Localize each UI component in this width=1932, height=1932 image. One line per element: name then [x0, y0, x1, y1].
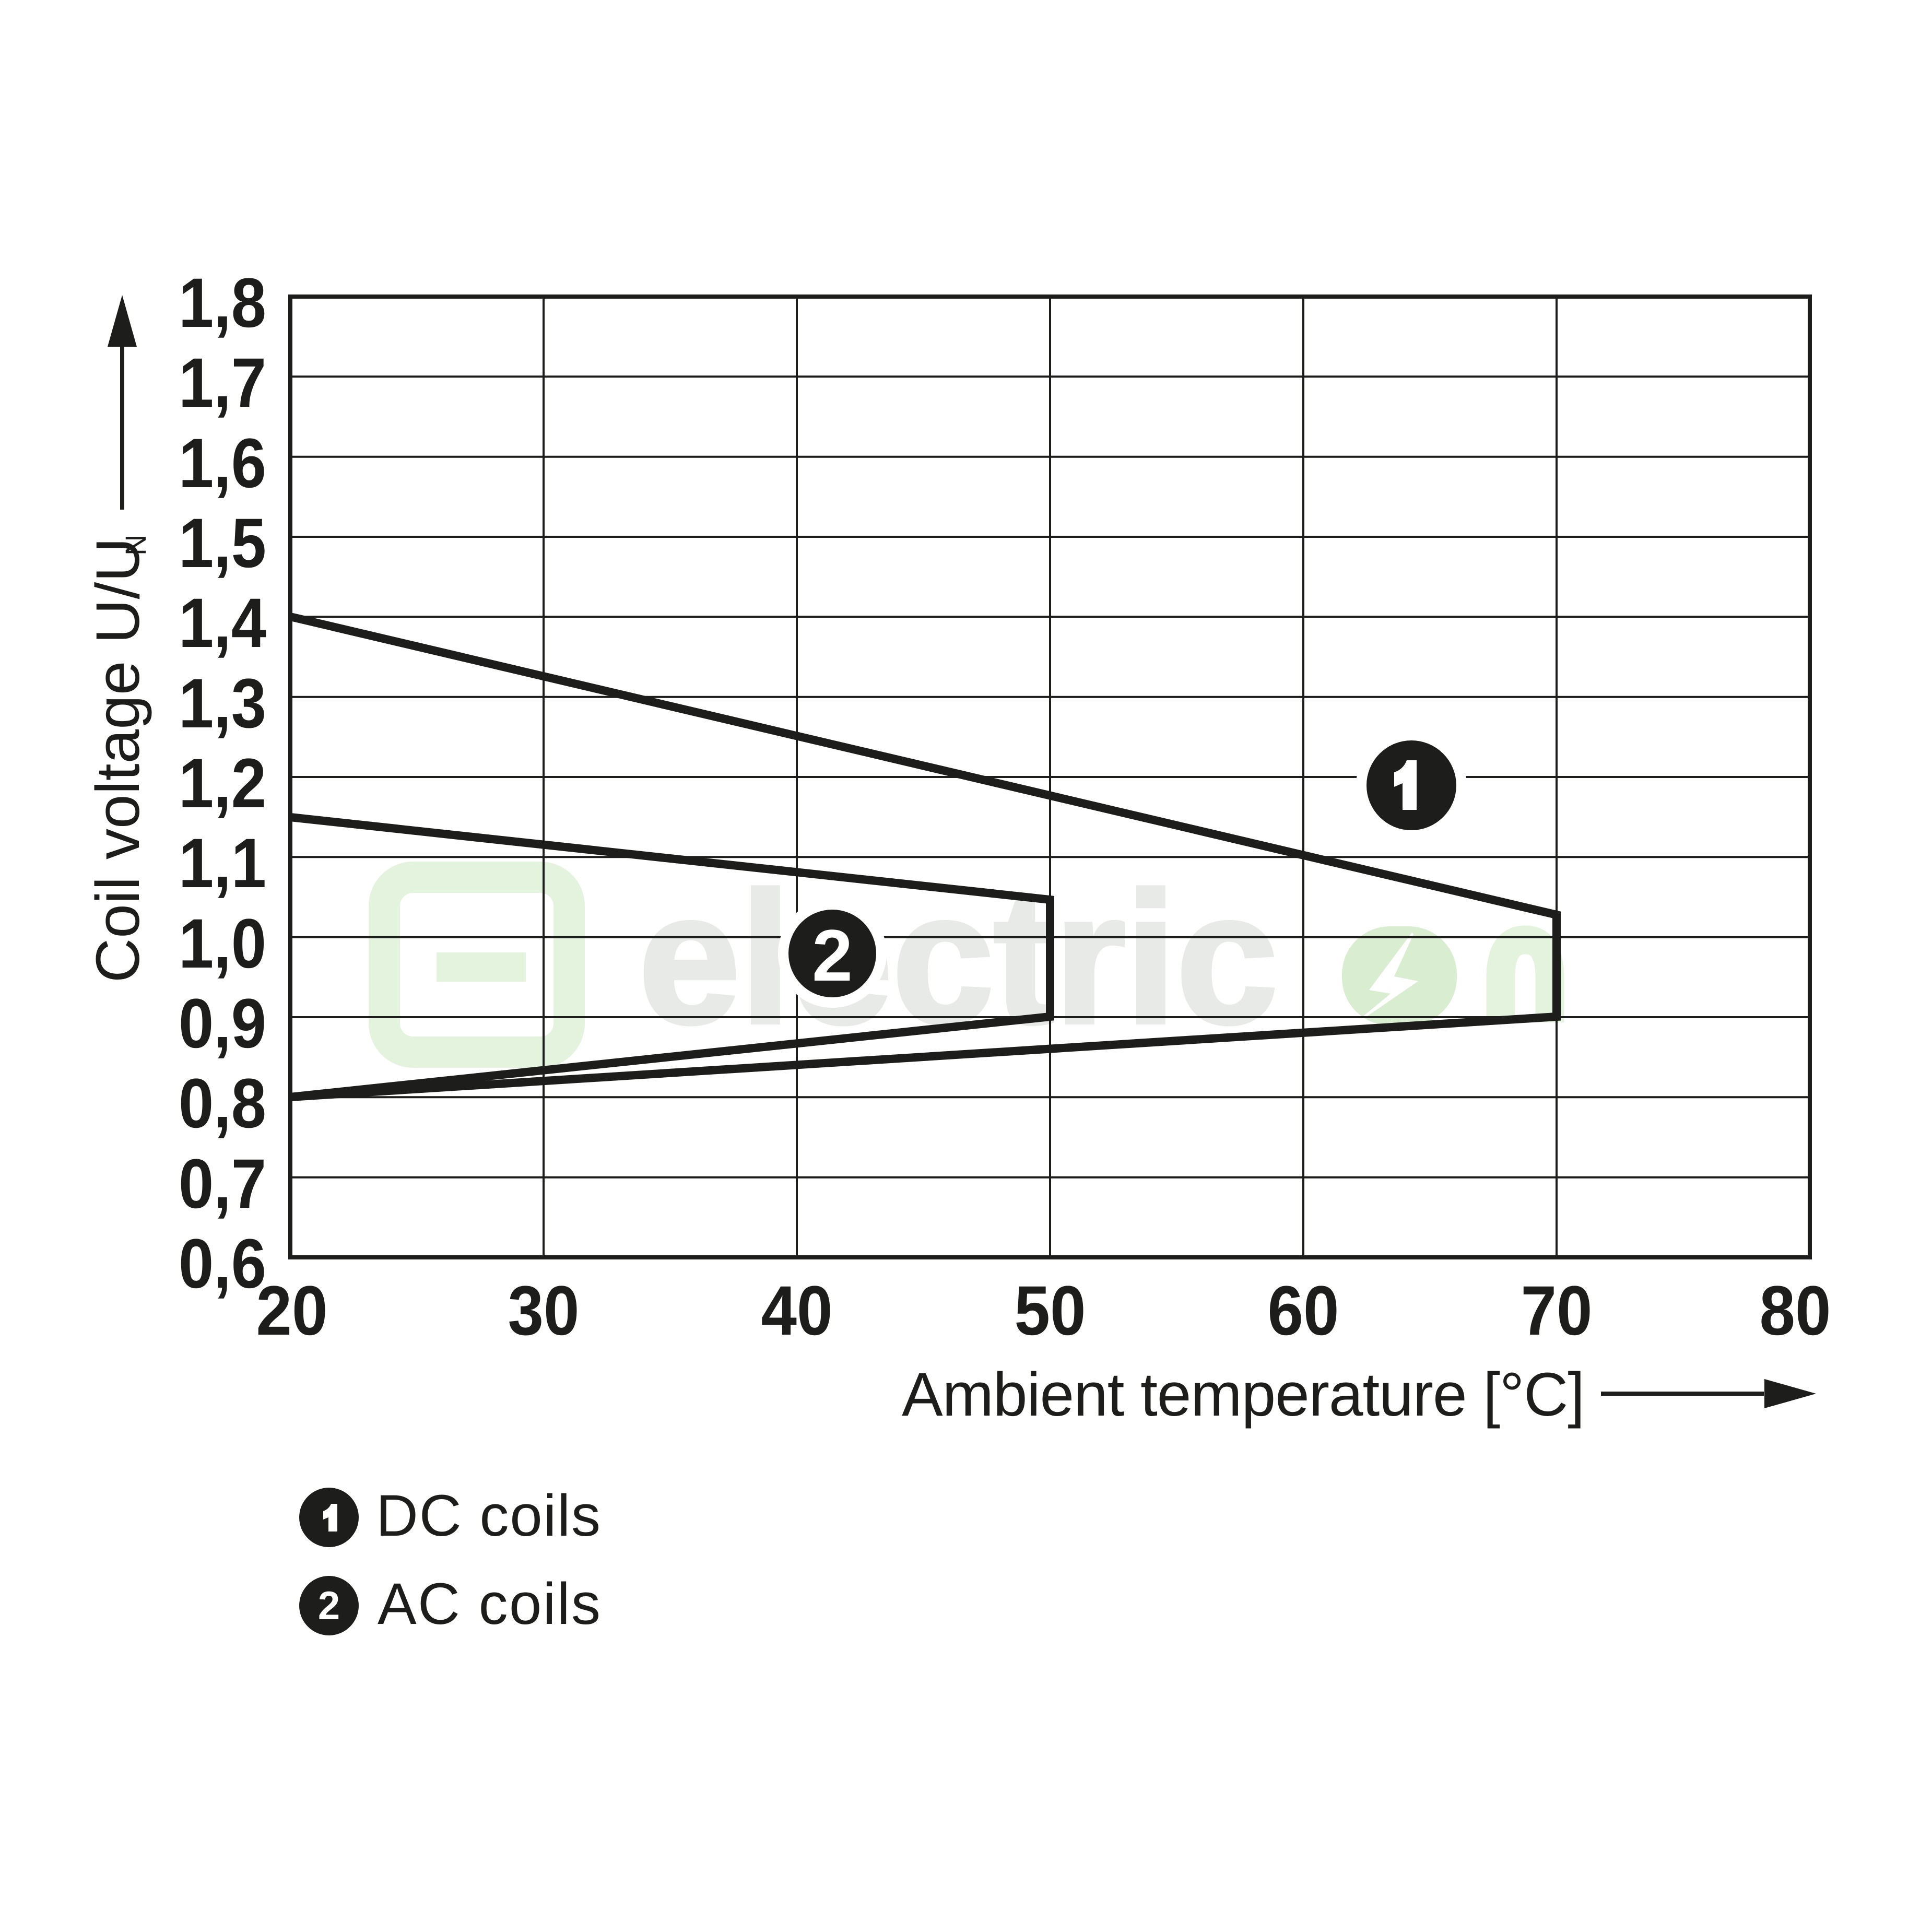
svg-text:60: 60: [1268, 1272, 1339, 1350]
svg-text:0,9: 0,9: [179, 985, 266, 1063]
svg-text:1,0: 1,0: [179, 905, 266, 983]
svg-text:Coil voltage U/U: Coil voltage U/U: [84, 537, 152, 983]
svg-text:20: 20: [256, 1272, 328, 1350]
svg-text:1,3: 1,3: [179, 665, 266, 743]
svg-text:1,2: 1,2: [179, 745, 266, 822]
svg-text:Ambient temperature [°C]: Ambient temperature [°C]: [902, 1360, 1585, 1429]
svg-text:30: 30: [508, 1272, 580, 1350]
svg-text:1,4: 1,4: [179, 584, 266, 662]
svg-text:2: 2: [812, 914, 853, 996]
svg-text:1,1: 1,1: [179, 824, 266, 902]
svg-text:0,7: 0,7: [179, 1145, 266, 1223]
svg-text:70: 70: [1521, 1272, 1593, 1350]
svg-text:N: N: [119, 535, 152, 556]
svg-text:0,6: 0,6: [179, 1225, 266, 1303]
svg-text:40: 40: [761, 1272, 833, 1350]
svg-text:DC coils: DC coils: [376, 1483, 600, 1548]
svg-text:1,6: 1,6: [179, 425, 266, 502]
svg-text:electric: electric: [639, 854, 1278, 1062]
svg-text:80: 80: [1760, 1272, 1831, 1350]
svg-text:2: 2: [318, 1584, 340, 1628]
svg-text:AC coils: AC coils: [378, 1571, 600, 1636]
svg-text:50: 50: [1015, 1272, 1086, 1350]
svg-text:0,8: 0,8: [179, 1065, 266, 1142]
svg-text:1,5: 1,5: [179, 504, 266, 582]
svg-text:1,7: 1,7: [179, 344, 266, 422]
svg-text:1,8: 1,8: [179, 264, 266, 342]
